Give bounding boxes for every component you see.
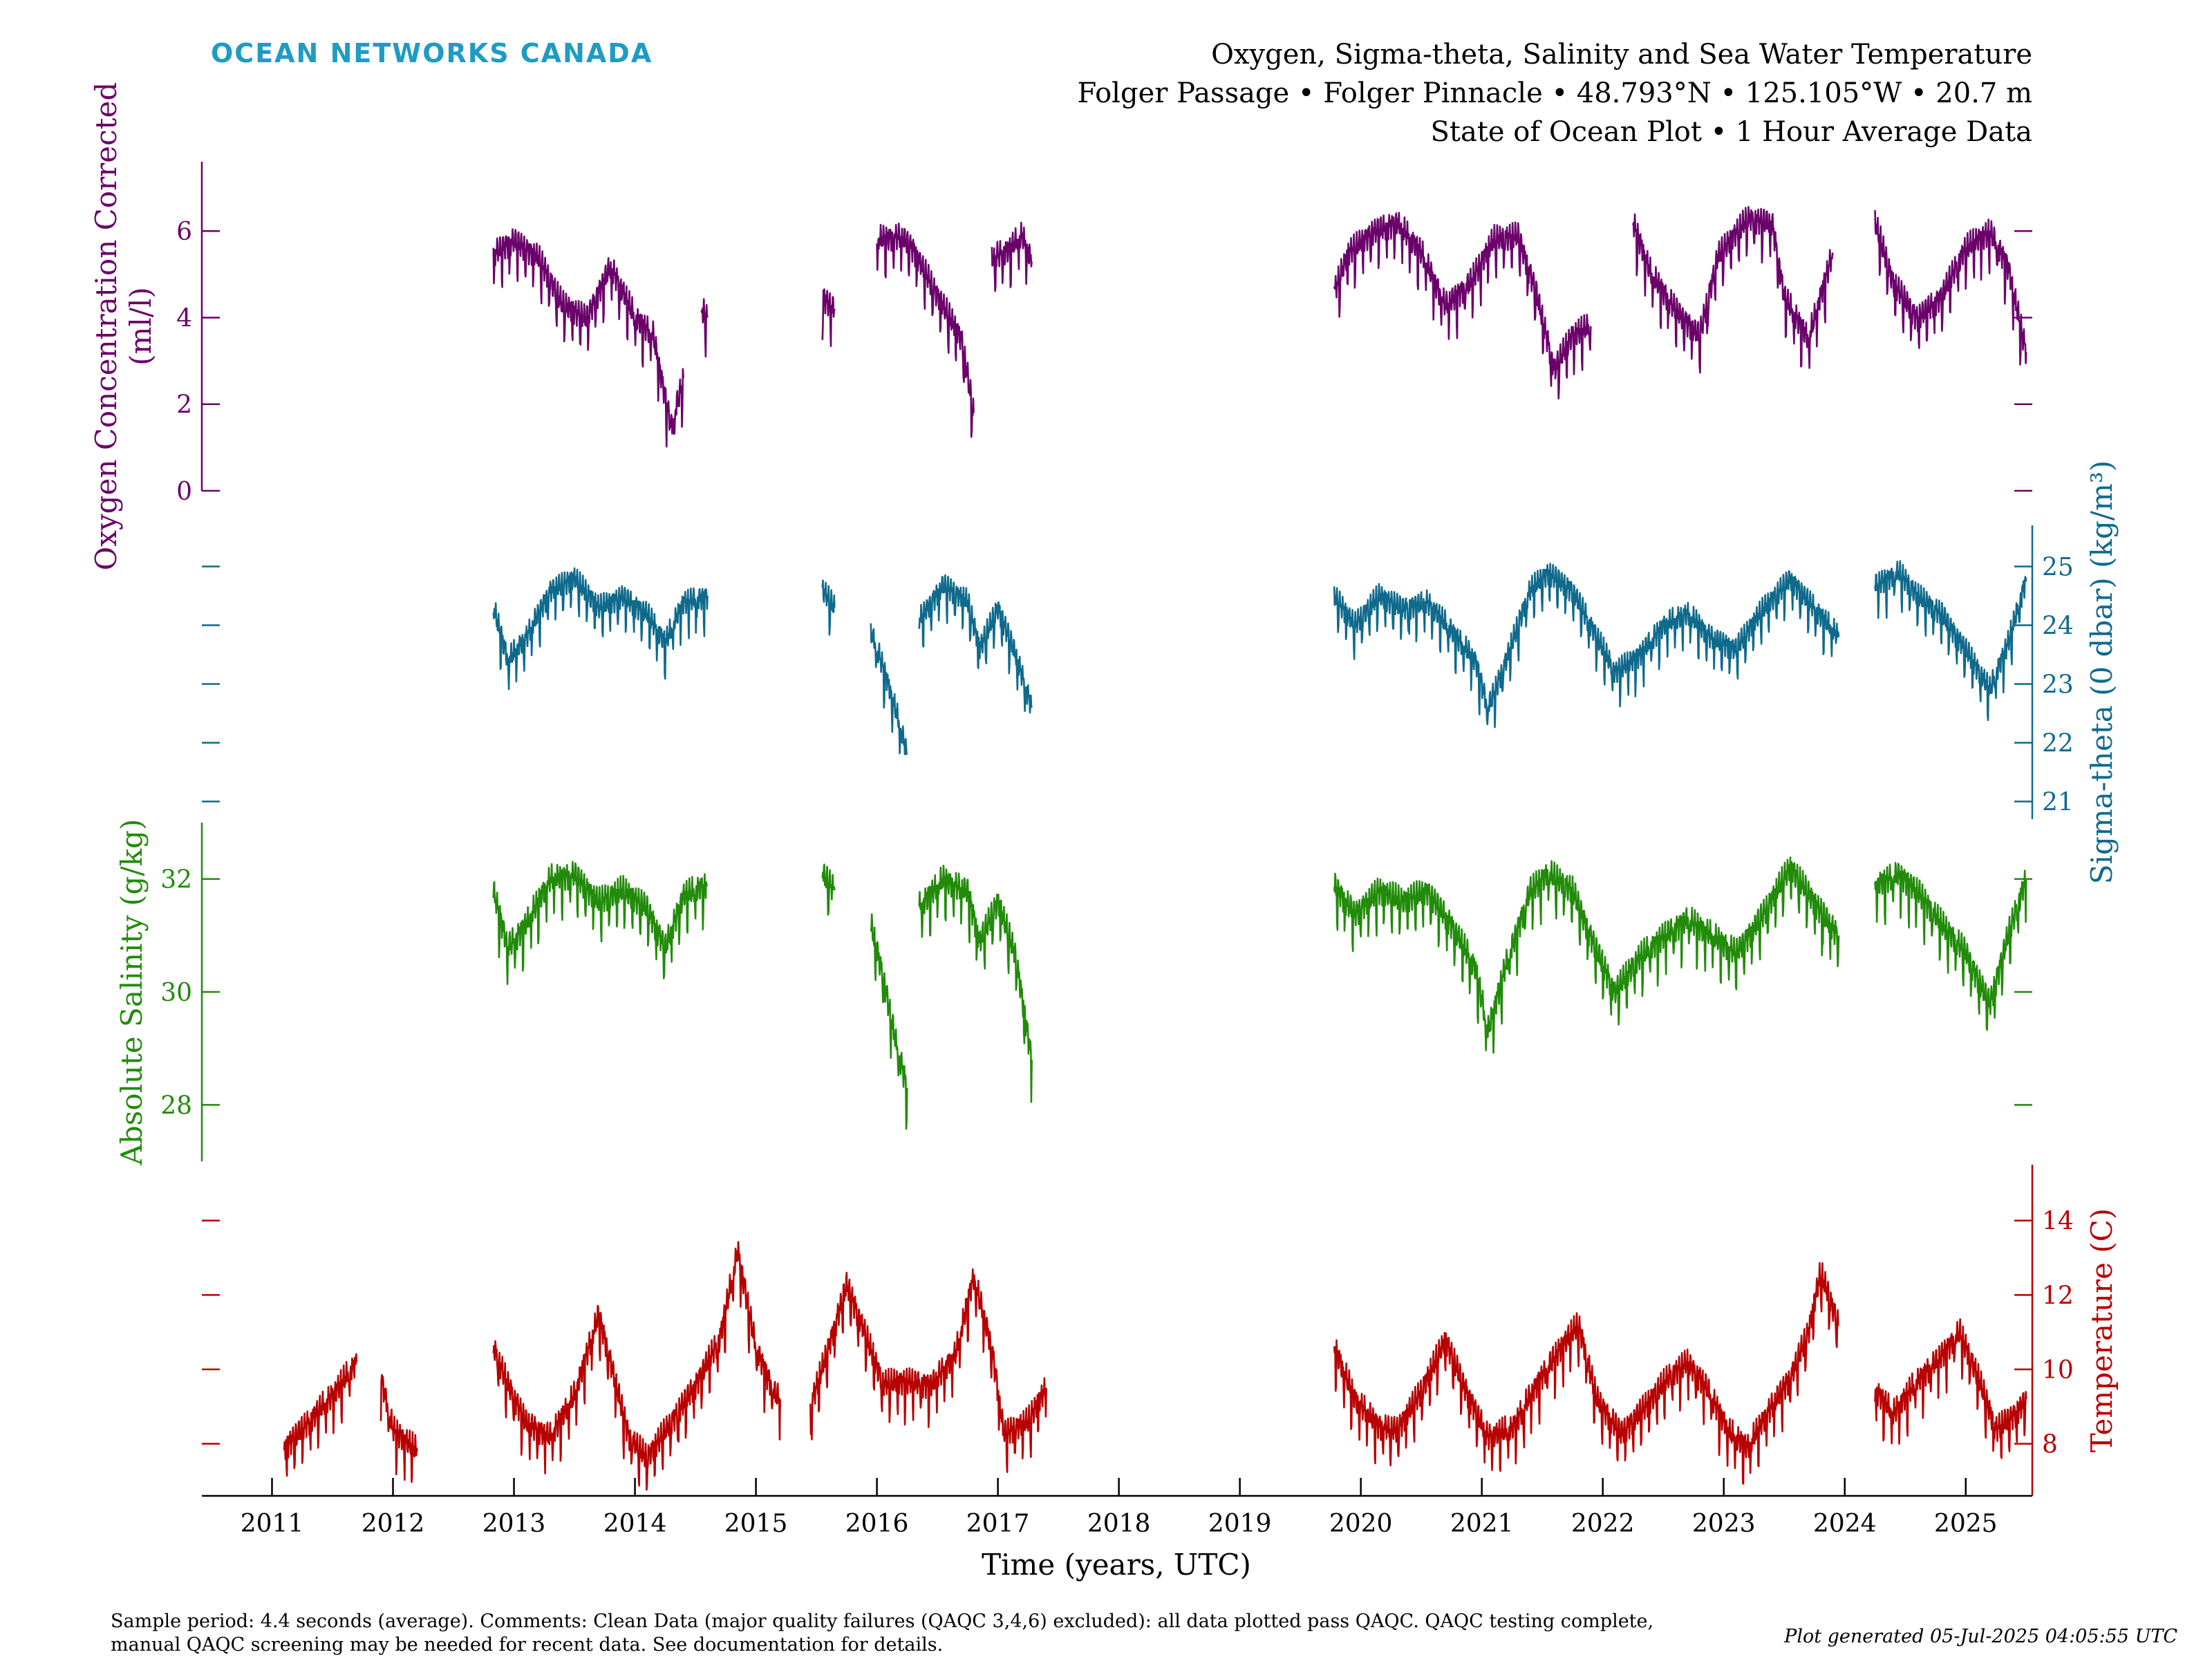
x-tick-label-2024: 2024 xyxy=(1813,1510,1877,1538)
y-tick-label-oxygen-2: 2 xyxy=(176,391,192,420)
panel-oxygen: 0 2 4 6 Oxygen Concentration Corrected (ml/l) xyxy=(89,82,2032,570)
series-line-sigma-segment-0 xyxy=(492,567,709,691)
x-tick-label-2018: 2018 xyxy=(1087,1510,1151,1538)
y-tick-label-sigma-24: 24 xyxy=(2042,612,2074,641)
series-line-sigma-segment-4 xyxy=(1333,563,1840,729)
series-line-salinity-segment-0 xyxy=(492,861,709,985)
y-axis-label-temperature: Temperature (C) xyxy=(2085,1208,2119,1452)
series-line-salinity-segment-5 xyxy=(1874,861,2027,1031)
chart-subtitle-type: State of Ocean Plot • 1 Hour Average Dat… xyxy=(1430,116,2032,148)
x-tick-label-2014: 2014 xyxy=(603,1510,667,1538)
y-tick-label-temperature-10: 10 xyxy=(2042,1356,2074,1385)
series-line-temperature-segment-5 xyxy=(1874,1318,2027,1459)
chart-title: Oxygen, Sigma-theta, Salinity and Sea Wa… xyxy=(1211,39,2032,71)
x-tick-label-2025: 2025 xyxy=(1934,1510,1998,1538)
x-tick-label-2022: 2022 xyxy=(1571,1510,1635,1538)
chart-subtitle-location: Folger Passage • Folger Pinnacle • 48.79… xyxy=(1078,77,2032,109)
series-line-sigma-segment-5 xyxy=(1874,560,2027,722)
footer-comment-line-2: manual QAQC screening may be needed for … xyxy=(111,1634,943,1656)
x-tick-label-2013: 2013 xyxy=(482,1510,546,1538)
series-line-oxygen-segment-4 xyxy=(991,221,1033,292)
panel-salinity: 28 30 32 Absolute Salinity (g/kg) xyxy=(115,819,2032,1166)
series-line-oxygen-segment-2 xyxy=(821,288,836,347)
x-axis: 2011 2012 2013 2014 2015 2016 2017 2018 2019 2020… xyxy=(202,1478,2032,1538)
series-line-temperature-segment-3 xyxy=(809,1268,1047,1473)
series-line-salinity-segment-1 xyxy=(821,863,836,916)
series-line-oxygen-segment-6 xyxy=(1632,206,1834,374)
y-tick-label-sigma-23: 23 xyxy=(2042,671,2074,700)
series-line-temperature-segment-0 xyxy=(283,1353,358,1477)
series-line-temperature-segment-2 xyxy=(492,1241,781,1491)
y-tick-label-temperature-8: 8 xyxy=(2042,1431,2058,1459)
y-tick-label-sigma-22: 22 xyxy=(2042,730,2074,758)
x-tick-label-2021: 2021 xyxy=(1450,1510,1514,1538)
x-tick-label-2023: 2023 xyxy=(1692,1510,1756,1538)
y-axis-label-sigma: Sigma-theta (0 dbar) (kg/m³) xyxy=(2085,460,2119,884)
y-tick-label-sigma-25: 25 xyxy=(2042,554,2074,582)
x-tick-label-2012: 2012 xyxy=(362,1510,425,1538)
x-tick-label-2015: 2015 xyxy=(724,1510,788,1538)
x-tick-label-2020: 2020 xyxy=(1329,1510,1393,1538)
y-tick-label-sigma-21: 21 xyxy=(2042,789,2074,817)
series-line-temperature-segment-1 xyxy=(379,1374,418,1483)
y-tick-label-temperature-14: 14 xyxy=(2042,1208,2074,1236)
y-tick-label-oxygen-6: 6 xyxy=(176,218,192,246)
y-tick-label-salinity-28: 28 xyxy=(160,1091,192,1120)
series-line-sigma-segment-1 xyxy=(821,579,836,636)
series-line-oxygen-segment-3 xyxy=(876,223,975,438)
panel-sigma: 21 22 23 24 25 Sigma-theta (0 dbar) (kg/m³) xyxy=(202,460,2119,884)
y-axis-label-oxygen-1: (ml/l) xyxy=(124,287,158,366)
series-line-oxygen-segment-1 xyxy=(700,298,709,358)
series-line-sigma-segment-3 xyxy=(918,574,1033,714)
series-line-salinity-segment-3 xyxy=(918,865,1033,1103)
brand-logo: OCEAN NETWORKS CANADA xyxy=(211,38,653,68)
y-tick-label-oxygen-4: 4 xyxy=(176,304,192,332)
y-tick-label-salinity-32: 32 xyxy=(160,866,192,894)
panel-temperature: 8 10 12 14 Temperature (C) xyxy=(202,1165,2119,1496)
series-line-salinity-segment-4 xyxy=(1333,856,1840,1054)
y-tick-label-oxygen-0: 0 xyxy=(176,478,192,506)
footer-comment-line-1: Sample period: 4.4 seconds (average). Co… xyxy=(111,1611,1653,1632)
x-tick-label-2019: 2019 xyxy=(1208,1510,1272,1538)
y-tick-label-temperature-12: 12 xyxy=(2042,1282,2074,1310)
x-tick-label-2016: 2016 xyxy=(845,1510,909,1538)
y-axis-label-salinity-0: Absolute Salinity (g/kg) xyxy=(115,819,149,1166)
y-axis-label-oxygen-0: Oxygen Concentration Corrected xyxy=(89,82,123,570)
series-line-sigma-segment-2 xyxy=(870,623,908,756)
series-line-oxygen-segment-7 xyxy=(1874,210,2027,366)
series-line-temperature-segment-4 xyxy=(1333,1262,1839,1485)
footer-generated-timestamp: Plot generated 05-Jul-2025 04:05:55 UTC xyxy=(1783,1626,2177,1647)
series-line-oxygen-segment-0 xyxy=(492,228,684,448)
x-axis-label: Time (years, UTC) xyxy=(982,1548,1251,1582)
series-line-salinity-segment-2 xyxy=(870,913,908,1130)
x-tick-label-2011: 2011 xyxy=(241,1510,304,1538)
x-tick-label-2017: 2017 xyxy=(966,1510,1030,1538)
series-line-oxygen-segment-5 xyxy=(1333,212,1592,400)
y-tick-label-salinity-30: 30 xyxy=(160,979,192,1007)
